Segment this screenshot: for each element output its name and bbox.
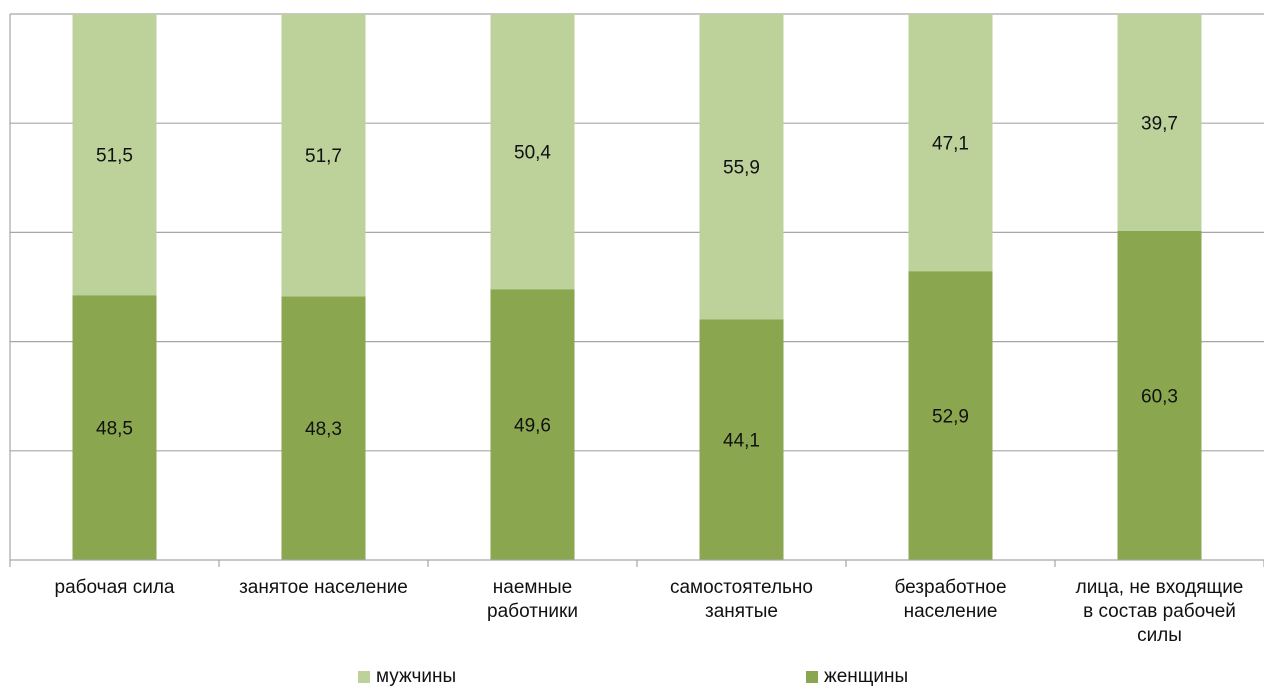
bar-segment <box>1117 230 1202 560</box>
value-label: 51,7 <box>305 146 342 167</box>
value-label: 51,5 <box>96 146 133 167</box>
value-label: 52,9 <box>932 407 969 428</box>
bar-segment <box>72 14 157 296</box>
x-tick-label: наемные работники <box>487 577 578 622</box>
x-tick-label: безработное население <box>894 577 1007 622</box>
bar-segment <box>72 295 157 560</box>
x-tick-label: лица, не входящие в состав рабочей силы <box>1075 577 1244 646</box>
legend-item-male: мужчины <box>358 666 456 688</box>
legend-item-female: женщины <box>806 666 908 688</box>
bar-segment <box>281 14 366 297</box>
legend-label-male: мужчины <box>376 666 457 687</box>
value-label: 60,3 <box>1141 386 1178 407</box>
bar-segment <box>490 14 575 290</box>
legend-swatch-male <box>358 671 370 683</box>
x-tick-label: рабочая сила <box>54 577 175 598</box>
value-label: 48,5 <box>96 419 133 440</box>
value-label: 44,1 <box>723 431 760 452</box>
value-label: 49,6 <box>514 416 551 437</box>
x-tick-label: занятое население <box>239 577 408 598</box>
bar-segment <box>699 319 784 560</box>
bar-segment <box>281 296 366 560</box>
value-label: 50,4 <box>514 143 551 164</box>
legend-label-female: женщины <box>824 666 909 687</box>
legend-swatch-female <box>806 671 818 683</box>
bar-segment <box>908 14 993 272</box>
bar-segment <box>490 289 575 560</box>
gridlines <box>10 13 1264 452</box>
bar-segment <box>699 14 784 320</box>
bars <box>72 14 1202 560</box>
bar-segment <box>908 271 993 560</box>
value-label: 39,7 <box>1141 113 1178 134</box>
value-label: 48,3 <box>305 419 342 440</box>
bar-segment <box>1117 14 1202 231</box>
x-axis <box>9 14 1264 567</box>
value-labels: 48,5 51,5 48,3 51,7 49,6 50,4 44,1 55,9 52,9 47,1… <box>96 113 1178 451</box>
value-label: 47,1 <box>932 134 969 155</box>
x-tick-label: самостоятельно занятые <box>669 577 813 622</box>
value-label: 55,9 <box>723 158 760 179</box>
